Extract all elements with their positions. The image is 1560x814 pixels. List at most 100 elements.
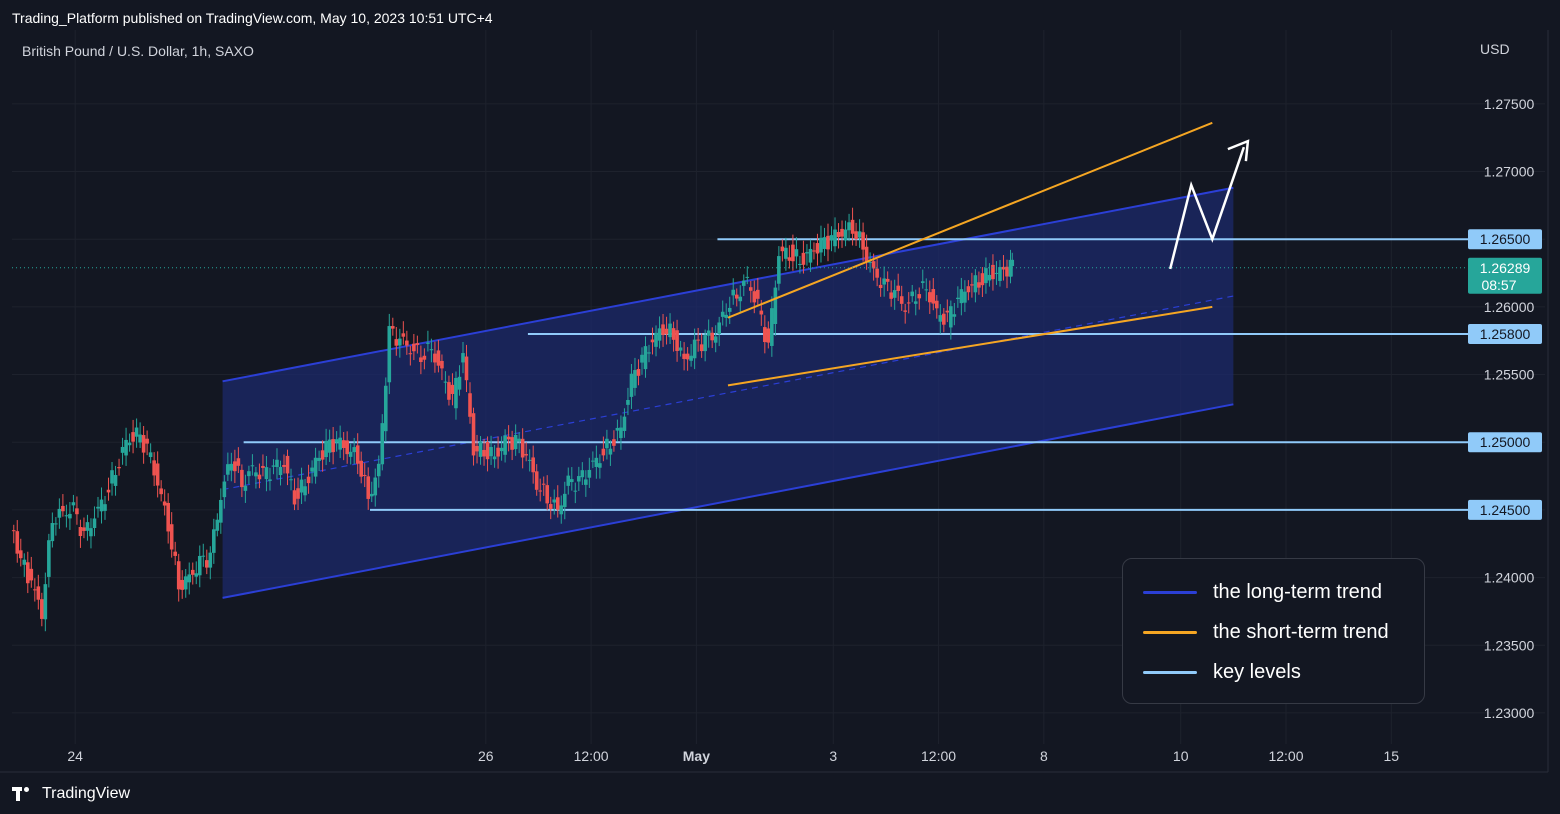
candle-body	[457, 376, 462, 390]
candle-body	[910, 291, 915, 297]
candle-body	[317, 457, 321, 461]
candle-body	[436, 350, 441, 366]
candle-body	[204, 560, 209, 568]
candle-body	[924, 289, 929, 291]
key-level-tag-label: 1.25000	[1480, 434, 1531, 450]
last-price-tag	[1468, 257, 1542, 294]
candle-body	[212, 529, 216, 553]
candle-body	[468, 393, 472, 417]
candle-body	[313, 457, 318, 477]
candle-body	[984, 268, 988, 284]
candle-body	[366, 476, 371, 499]
candle-body	[829, 235, 834, 241]
y-tick-label: 1.27000	[1484, 164, 1535, 180]
long-term-channel-lower	[222, 403, 1234, 599]
candle-body	[352, 447, 356, 453]
x-tick-label: 12:00	[1268, 748, 1303, 764]
candle-body	[482, 449, 486, 457]
candle-body	[450, 384, 455, 395]
candle-body	[949, 306, 953, 328]
tradingview-brand[interactable]: TradingView	[12, 785, 130, 803]
candle-body	[661, 324, 665, 335]
candle-body	[787, 257, 792, 261]
candle-body	[506, 436, 511, 440]
candle-body	[18, 550, 23, 559]
candle-body	[362, 474, 367, 476]
projection-arrow-head	[1227, 139, 1250, 162]
last-price-label: 1.26289	[1480, 260, 1531, 276]
candle-body	[678, 347, 683, 351]
candle-body	[850, 219, 855, 234]
candle-body	[43, 584, 48, 620]
candle-body	[871, 261, 876, 269]
candle-body	[197, 555, 202, 576]
candle-body	[341, 440, 346, 448]
candle-body	[117, 467, 121, 469]
candle-body	[801, 252, 806, 265]
candle-body	[359, 460, 364, 477]
candle-body	[492, 456, 497, 460]
candle-body	[440, 360, 444, 369]
symbol-title[interactable]: British Pound / U.S. Dollar, 1h, SAXO	[22, 43, 254, 59]
candle-body	[415, 343, 420, 346]
candle-body	[608, 448, 613, 455]
candle-body	[798, 263, 802, 265]
candle-body	[271, 465, 276, 467]
key-level-tag-label: 1.25800	[1480, 326, 1531, 342]
candle-body	[390, 326, 395, 329]
candle-body	[54, 523, 58, 525]
candle-body	[794, 249, 799, 257]
candle-body	[194, 573, 199, 577]
candle-body	[148, 452, 153, 458]
candle-body	[566, 475, 571, 486]
candle-body	[229, 463, 234, 471]
candle-body	[78, 527, 83, 537]
candle-body	[1005, 266, 1009, 277]
candle-body	[268, 479, 272, 481]
candle-body	[545, 485, 550, 504]
candle-body	[289, 479, 293, 481]
candle-body	[605, 438, 609, 449]
candle-body	[878, 284, 883, 289]
candle-body	[889, 292, 893, 299]
candle-body	[1001, 266, 1006, 270]
last-price-countdown: 08:57	[1481, 277, 1516, 293]
candle-body	[485, 441, 490, 460]
candle-body	[731, 289, 736, 296]
brand-name: TradingView	[42, 785, 131, 802]
candle-body	[376, 463, 381, 477]
x-tick-label: 15	[1384, 748, 1400, 764]
candle-body	[180, 579, 185, 590]
candle-body	[299, 479, 304, 493]
candle-body	[966, 286, 971, 293]
candle-body	[419, 357, 423, 363]
candle-body	[401, 333, 406, 337]
legend-item-key-levels: key levels	[1143, 661, 1301, 684]
candle-body	[724, 314, 729, 318]
candle-body	[510, 437, 514, 450]
candle-body	[264, 467, 269, 480]
candle-body	[734, 294, 739, 299]
candle-body	[682, 353, 686, 359]
y-tick-label: 1.23500	[1484, 637, 1535, 653]
candle-body	[394, 339, 399, 346]
long-term-channel-fill	[222, 187, 1234, 598]
candle-body	[520, 438, 525, 458]
candle-body	[331, 439, 335, 453]
candle-body	[569, 479, 574, 483]
candle-body	[759, 310, 764, 315]
candle-body	[601, 448, 606, 456]
candle-body	[671, 328, 676, 340]
candle-body	[22, 559, 27, 565]
candle-body	[980, 273, 985, 286]
candle-body	[110, 470, 114, 484]
candle-body	[998, 267, 1002, 281]
x-tick-label: May	[683, 748, 710, 764]
candle-body	[524, 454, 528, 456]
candle-body	[471, 413, 476, 456]
candle-body	[882, 278, 886, 285]
x-tick-label: 3	[829, 748, 837, 764]
candle-body	[131, 432, 135, 442]
projection-arrow	[1168, 146, 1246, 270]
